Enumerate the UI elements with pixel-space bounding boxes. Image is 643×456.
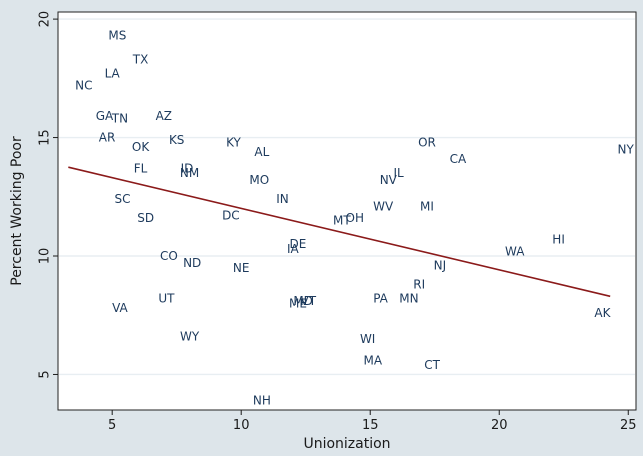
point-label-de: DE	[290, 237, 307, 251]
point-label-mn: MN	[399, 292, 418, 306]
point-label-ks: KS	[169, 133, 185, 147]
x-tick-label: 5	[108, 418, 116, 433]
point-label-pa: PA	[373, 292, 388, 306]
point-label-wy: WY	[180, 330, 200, 344]
x-axis-title: Unionization	[303, 436, 390, 452]
point-label-ca: CA	[450, 152, 467, 166]
point-label-fl: FL	[134, 161, 148, 175]
fit-layer	[68, 166, 611, 298]
point-label-ms: MS	[108, 29, 126, 43]
point-label-ne: NE	[233, 261, 250, 275]
point-label-mt: MT	[333, 213, 351, 227]
point-label-md: MD	[293, 294, 313, 308]
y-tick-label: 15	[38, 129, 53, 146]
point-label-ct: CT	[424, 358, 440, 372]
point-label-ma: MA	[364, 353, 383, 367]
point-label-id: ID	[181, 161, 194, 175]
point-label-al: AL	[254, 145, 269, 159]
point-label-az: AZ	[156, 109, 172, 123]
point-label-mi: MI	[420, 199, 434, 213]
point-label-va: VA	[112, 301, 128, 315]
y-tick-label: 10	[38, 248, 53, 265]
point-label-wi: WI	[360, 332, 375, 346]
x-tick-label: 20	[491, 418, 508, 433]
point-label-la: LA	[105, 67, 121, 81]
point-label-vt: VT	[301, 294, 317, 308]
point-label-sc: SC	[115, 192, 131, 206]
grid-layer	[59, 18, 635, 376]
plot-area	[57, 11, 637, 411]
point-label-in: IN	[276, 192, 289, 206]
point-label-ar: AR	[99, 131, 116, 145]
point-label-ri: RI	[413, 277, 425, 291]
point-label-ny: NY	[618, 142, 635, 156]
x-tick-label: 10	[233, 418, 250, 433]
point-label-hi: HI	[552, 232, 565, 246]
y-tick-label: 20	[38, 11, 53, 28]
point-label-sd: SD	[137, 211, 154, 225]
point-label-nv: NV	[380, 173, 398, 187]
point-label-tx: TX	[132, 52, 149, 66]
fit-line	[68, 166, 611, 298]
y-axis-title: Percent Working Poor	[9, 136, 25, 286]
point-label-tn: TN	[111, 112, 128, 126]
point-label-or: OR	[418, 135, 436, 149]
point-label-ak: AK	[594, 306, 611, 320]
point-label-co: CO	[160, 249, 178, 263]
point-label-ia: IA	[287, 242, 300, 256]
point-label-oh: OH	[346, 211, 364, 225]
point-label-nm: NM	[180, 166, 199, 180]
point-label-nj: NJ	[434, 258, 447, 272]
point-label-me: ME	[289, 296, 307, 310]
point-label-mo: MO	[249, 173, 269, 187]
point-label-nd: ND	[183, 256, 201, 270]
point-label-il: IL	[393, 166, 404, 180]
point-label-ok: OK	[132, 140, 150, 154]
point-label-wa: WA	[505, 244, 525, 258]
x-tick-label: 25	[620, 418, 637, 433]
point-label-nh: NH	[253, 394, 271, 408]
point-label-ky: KY	[226, 135, 241, 149]
point-label-nc: NC	[75, 78, 92, 92]
point-label-wv: WV	[373, 199, 394, 213]
x-tick-label: 15	[362, 418, 379, 433]
point-label-ut: UT	[158, 292, 175, 306]
axis-layer: 5 10 15 20 5 10 15 20 25	[38, 11, 637, 433]
y-tick-label: 5	[38, 370, 53, 378]
point-label-dc: DC	[222, 209, 240, 223]
point-label-ga: GA	[96, 109, 114, 123]
